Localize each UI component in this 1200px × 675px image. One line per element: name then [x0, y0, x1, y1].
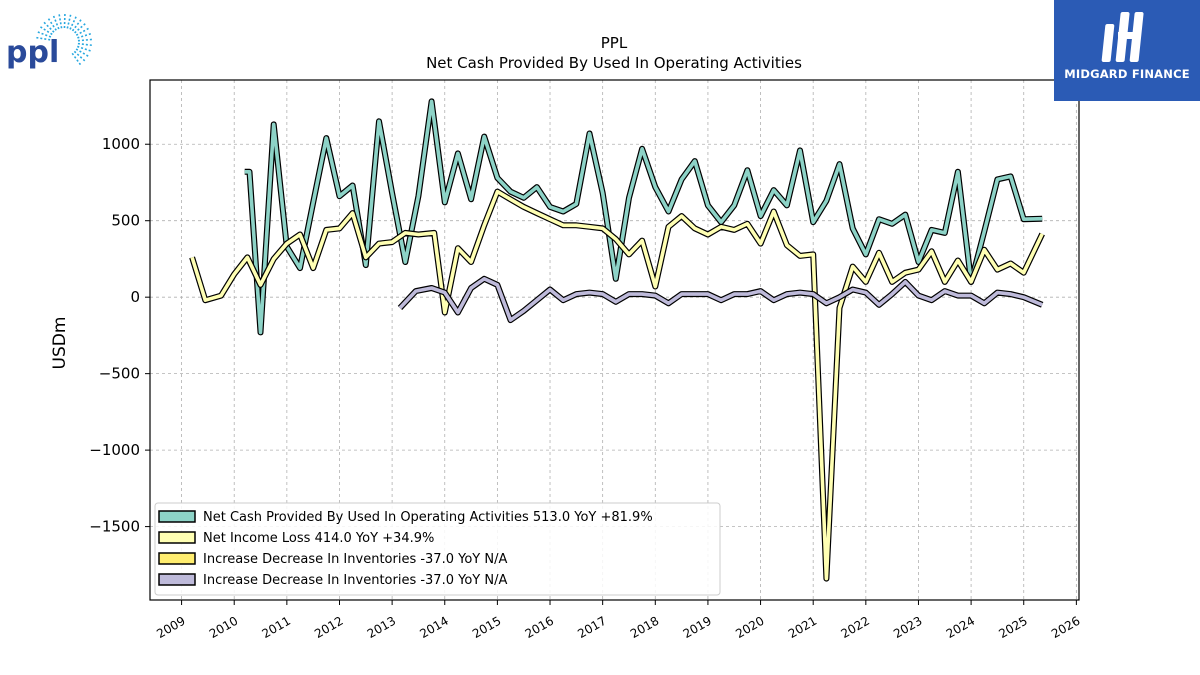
x-tick-label: 2015	[470, 614, 503, 641]
legend-label: Increase Decrease In Inventories -37.0 Y…	[203, 573, 507, 588]
x-tick-label: 2017	[575, 614, 608, 641]
ppl-logo-mark: ppl	[6, 13, 92, 70]
legend-swatch	[158, 510, 196, 523]
x-tick-label: 2011	[260, 614, 293, 641]
x-tick-label: 2025	[996, 614, 1029, 641]
ppl-logo: ppl	[4, 6, 96, 76]
x-tick-label: 2020	[733, 614, 766, 641]
ppl-logo-text: ppl	[6, 35, 59, 70]
legend-swatch	[158, 573, 196, 586]
x-tick-label: 2012	[312, 614, 345, 641]
x-tick-label: 2009	[154, 614, 187, 641]
y-axis-label: USDm	[50, 317, 70, 370]
chart-subtitle: Net Cash Provided By Used In Operating A…	[426, 54, 802, 72]
legend: Net Cash Provided By Used In Operating A…	[154, 502, 721, 596]
midgard-finance-text: MIDGARD FINANCE	[1064, 67, 1190, 81]
plot-frame	[149, 79, 1080, 601]
legend-label: Increase Decrease In Inventories -37.0 Y…	[203, 552, 507, 567]
midgard-mark-icon	[1101, 12, 1144, 62]
legend-label: Net Cash Provided By Used In Operating A…	[203, 510, 653, 525]
y-tick-label: −1500	[89, 518, 140, 536]
series-line	[244, 99, 1043, 335]
legend-label: Net Income Loss 414.0 YoY +34.9%	[203, 531, 434, 546]
legend-box	[154, 502, 721, 596]
y-tick-label: −1000	[89, 441, 140, 459]
y-tick-label: −500	[99, 365, 140, 383]
x-tick-label: 2010	[207, 614, 240, 641]
y-tick-label: 1000	[102, 135, 140, 153]
legend-swatch	[158, 531, 196, 544]
legend-swatch	[158, 552, 196, 565]
x-tick-label: 2014	[417, 614, 450, 641]
x-tick-label: 2013	[365, 614, 398, 641]
chart-title: PPL	[601, 34, 628, 52]
x-tick-label: 2019	[681, 614, 714, 641]
x-tick-label: 2024	[944, 614, 977, 641]
x-tick-label: 2026	[1049, 614, 1082, 641]
series-line	[398, 277, 1043, 322]
grid	[150, 80, 1079, 600]
series-group	[189, 98, 1045, 582]
x-tick-label: 2023	[891, 614, 924, 641]
x-tick-label: 2022	[838, 614, 871, 641]
x-tick-label: 2018	[628, 614, 661, 641]
x-tick-label: 2021	[786, 614, 819, 641]
series-line	[190, 189, 1044, 581]
y-tick-label: 500	[111, 212, 140, 230]
x-tick-label: 2016	[523, 614, 556, 641]
midgard-finance-logo: MIDGARD FINANCE	[1054, 0, 1200, 101]
y-tick-label: 0	[130, 288, 140, 306]
